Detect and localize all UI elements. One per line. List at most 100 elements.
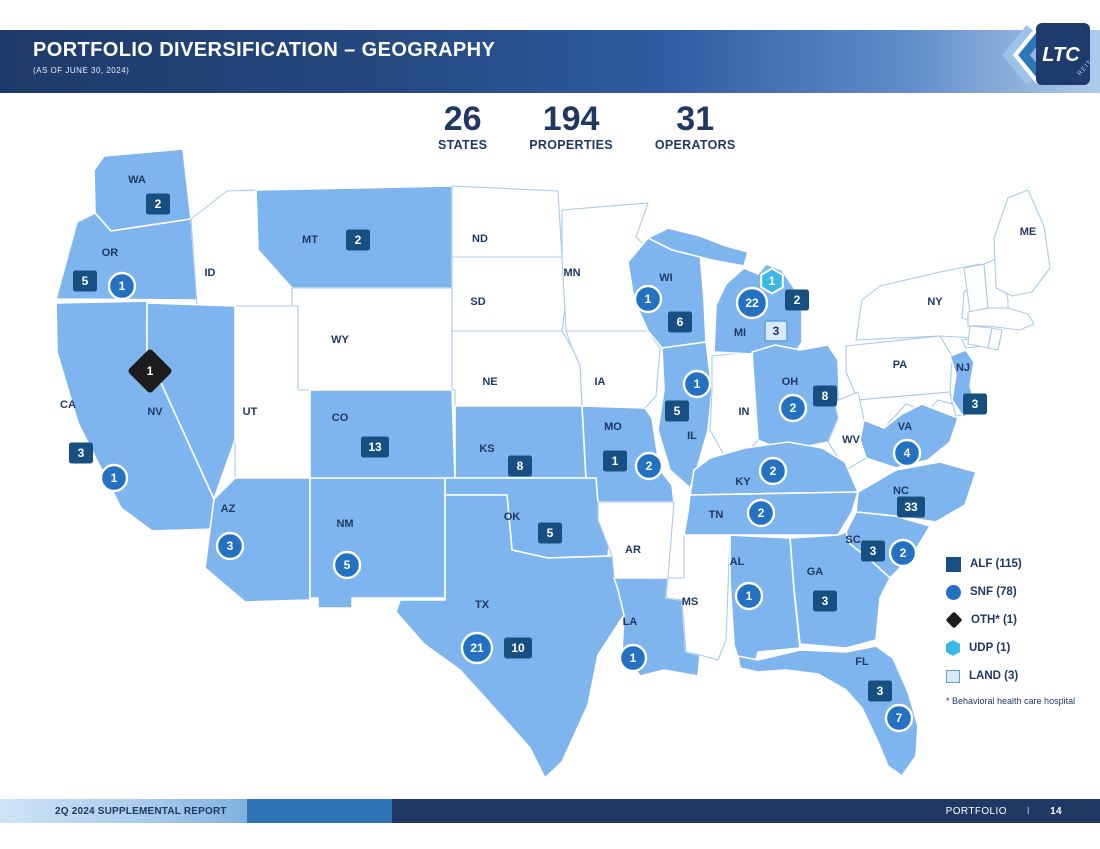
state-label-TN: TN — [709, 509, 724, 521]
badge-value: 2 — [155, 197, 162, 211]
alf-square-icon — [508, 455, 532, 477]
alf-square-icon — [963, 393, 987, 415]
snf-circle-icon — [633, 284, 663, 314]
state-label-OR: OR — [102, 247, 119, 259]
snf-circle-icon — [634, 451, 664, 481]
snf-circle-icon — [735, 286, 769, 320]
badge-value: 3 — [78, 446, 85, 460]
badge-mi-land: 3 — [764, 320, 788, 342]
state-SD — [451, 256, 567, 332]
state-label-LA: LA — [623, 616, 638, 628]
state-WA — [93, 148, 192, 232]
badge-value: 1 — [769, 274, 776, 288]
state-label-UT: UT — [243, 406, 258, 418]
badge-nm-snf: 5 — [332, 550, 362, 580]
snf-circle-icon — [758, 456, 788, 486]
udp-legend-icon — [946, 640, 960, 656]
badge-il-alf: 5 — [665, 400, 689, 422]
badge-sc-snf: 2 — [888, 538, 918, 568]
badge-mi-udp: 1 — [760, 267, 784, 295]
footer-report-label: 2Q 2024 SUPPLEMENTAL REPORT — [0, 799, 247, 823]
badge-value: 5 — [82, 274, 89, 288]
badge-value: 5 — [674, 404, 681, 418]
snf-circle-icon — [682, 369, 712, 399]
page-title: PORTFOLIO DIVERSIFICATION – GEOGRAPHY — [33, 39, 496, 61]
badge-value: 2 — [794, 293, 801, 307]
badge-value: 4 — [904, 446, 911, 460]
badge-value: 1 — [630, 651, 637, 665]
badge-ga-alf: 3 — [813, 590, 837, 612]
badge-tx-alf: 10 — [504, 637, 532, 659]
badge-oh-alf: 8 — [813, 385, 837, 407]
badge-fl-snf: 7 — [884, 703, 914, 733]
logo-text: LTC — [1042, 44, 1080, 66]
legend-item-oth: OTH* (1) — [945, 611, 1086, 629]
badge-ky-snf: 2 — [758, 456, 788, 486]
badge-oh-snf: 2 — [778, 393, 808, 423]
badge-nv-oth: 1 — [128, 349, 172, 393]
alf-square-icon — [504, 637, 532, 659]
badge-value: 3 — [822, 594, 829, 608]
state-WV — [827, 391, 867, 471]
logo-chevron-white — [1012, 26, 1040, 84]
legend-item-land: LAND (3) — [946, 668, 1086, 684]
stat-label: STATES — [438, 138, 488, 152]
badge-value: 3 — [227, 539, 234, 553]
badge-value: 7 — [896, 711, 903, 725]
badge-value: 10 — [511, 641, 525, 655]
state-label-NY: NY — [927, 296, 943, 308]
badge-fl-alf: 3 — [868, 680, 892, 702]
state-label-PA: PA — [893, 359, 908, 371]
badge-value: 1 — [612, 454, 619, 468]
state-label-TX: TX — [475, 599, 490, 611]
state-NV — [146, 302, 236, 500]
badge-value: 2 — [790, 401, 797, 415]
badge-ca-snf: 1 — [99, 463, 129, 493]
state-label-WY: WY — [331, 334, 349, 346]
badge-tn-snf: 2 — [746, 498, 776, 528]
state-label-CA: CA — [60, 399, 76, 411]
alf-square-icon — [785, 289, 809, 311]
footer-right: PORTFOLIO I 14 — [392, 799, 1100, 823]
badge-value: 8 — [517, 459, 524, 473]
badge-value: 21 — [470, 641, 484, 655]
legend-label: LAND (3) — [969, 670, 1019, 682]
state-label-FL: FL — [855, 656, 869, 668]
state-label-ND: ND — [472, 233, 488, 245]
badge-value: 33 — [904, 500, 918, 514]
oth-legend-icon — [945, 611, 963, 629]
state-label-KS: KS — [479, 443, 494, 455]
badge-value: 3 — [972, 397, 979, 411]
badge-value: 1 — [694, 377, 701, 391]
state-IN — [709, 351, 759, 459]
stat: 194 PROPERTIES — [529, 101, 613, 152]
state-label-MI: MI — [734, 327, 746, 339]
badge-va-snf: 4 — [892, 438, 922, 468]
legend-footnote: * Behavioral health care hospital — [946, 696, 1076, 706]
badge-az-snf: 3 — [215, 531, 245, 561]
state-MI — [647, 227, 749, 267]
stat: 31 OPERATORS — [655, 101, 736, 152]
logo-chevron-light — [1002, 25, 1034, 85]
stats-row: 26 STATES 194 PROPERTIES 31 OPERATORS — [438, 101, 736, 152]
badge-value: 2 — [758, 506, 765, 520]
state-ME — [993, 189, 1051, 297]
badge-value: 2 — [900, 546, 907, 560]
alf-square-icon — [603, 450, 627, 472]
badge-il-snf: 1 — [682, 369, 712, 399]
badge-tx-snf: 21 — [460, 631, 494, 665]
snf-circle-icon — [888, 538, 918, 568]
state-RI — [987, 327, 1003, 351]
stat-label: OPERATORS — [654, 138, 736, 152]
state-label-WI: WI — [659, 272, 672, 284]
state-NM — [309, 477, 446, 609]
state-label-CO: CO — [332, 412, 349, 424]
snf-circle-icon — [618, 643, 648, 673]
legend-label: OTH* (1) — [971, 614, 1017, 626]
stat: 26 STATES — [438, 101, 487, 152]
badge-value: 5 — [547, 526, 554, 540]
snf-circle-icon — [107, 271, 137, 301]
badge-value: 5 — [344, 558, 351, 572]
udp-hexagon-icon — [760, 267, 784, 295]
alf-square-icon — [861, 540, 885, 562]
